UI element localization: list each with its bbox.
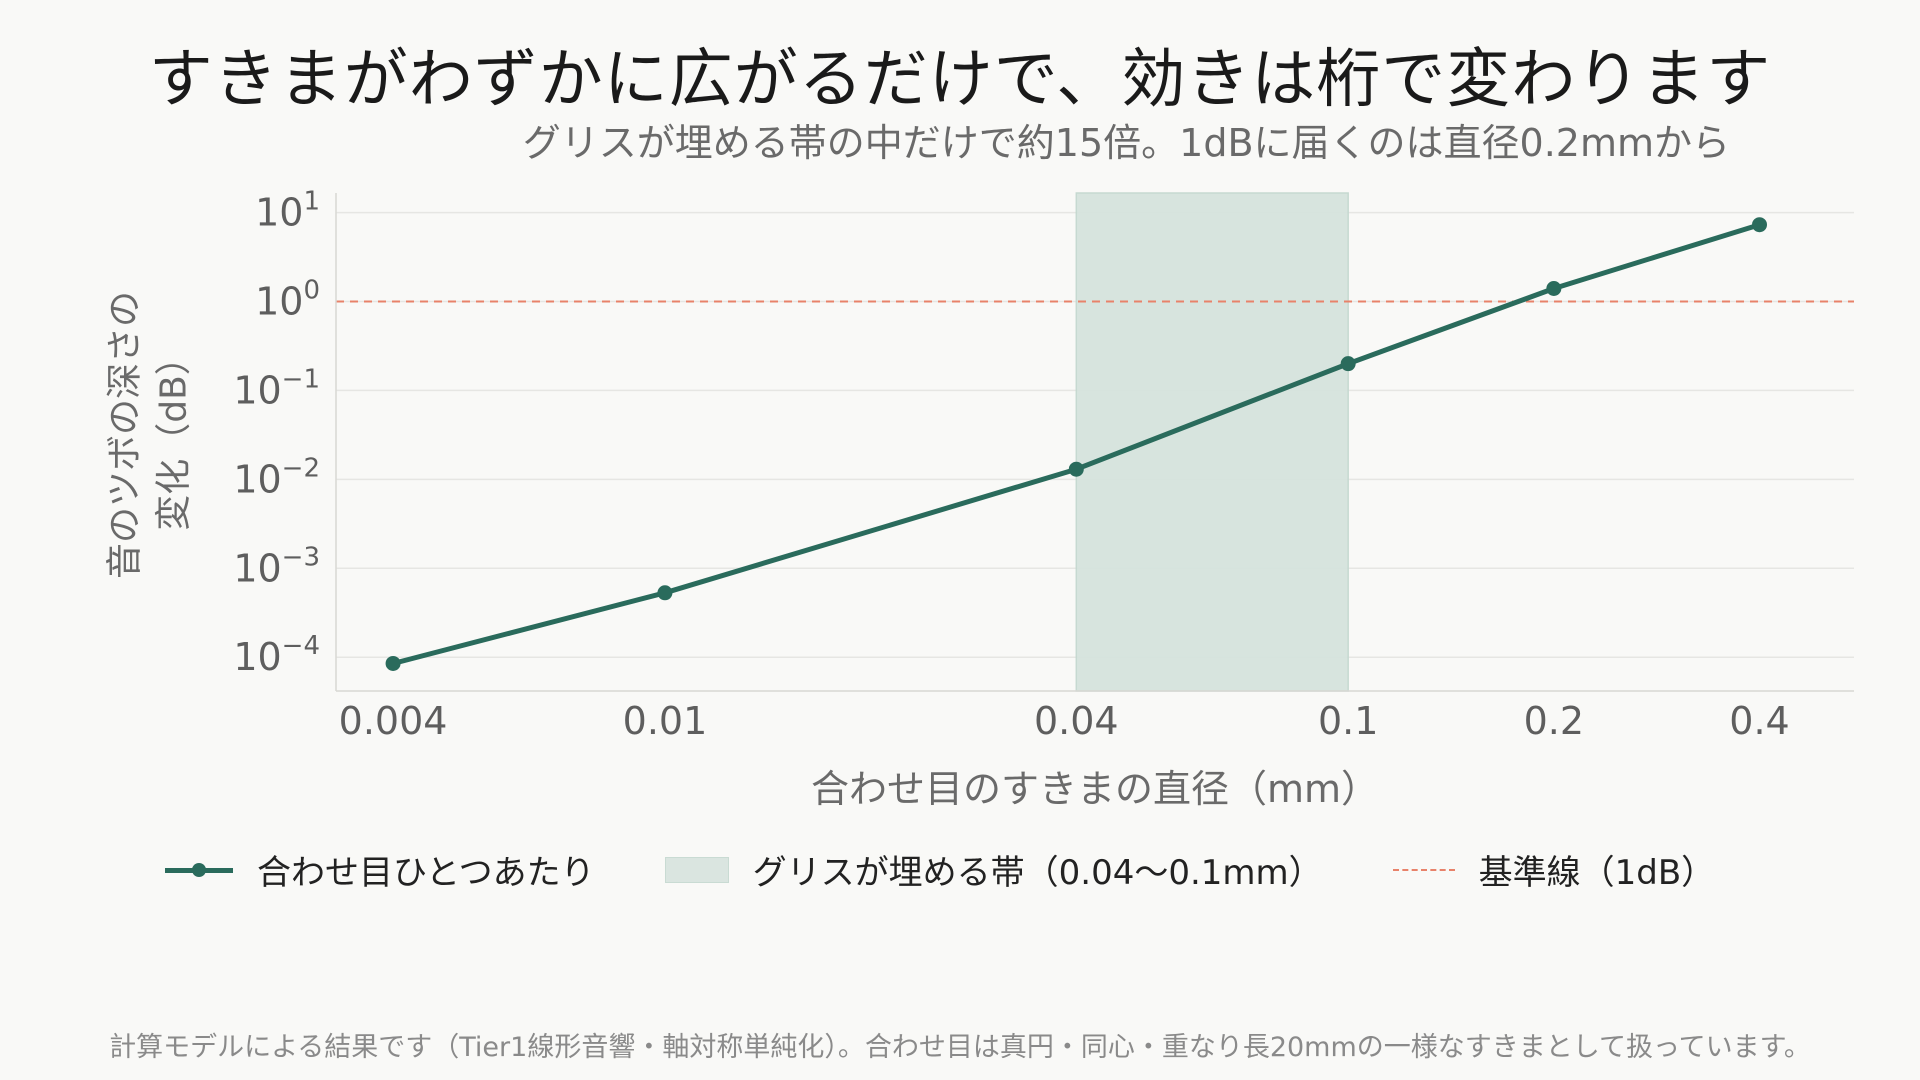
x-tick-label: 0.1 [1318,699,1378,743]
y-tick-label: 101 [255,187,320,235]
legend-item-series: 合わせ目ひとつあたり [165,845,595,894]
grease-band-rect [1075,192,1349,692]
x-tick-label: 0.04 [1034,699,1119,743]
data-point [1340,356,1356,372]
legend-dashed-swatch [1392,868,1455,871]
x-tick-label: 0.01 [623,699,708,743]
data-point [1546,280,1562,296]
chart-title: すきまがわずかに広がるだけで、効きは桁で変わります [148,43,1772,117]
y-tick-labels: 101 100 10−1 10−2 10−3 10−4 [233,187,320,680]
legend-line-marker-swatch [165,850,233,890]
y-axis-label-line-2: 変化（dB） [153,339,194,531]
x-tick-label: 0.4 [1729,699,1789,743]
footnote: 計算モデルによる結果です（Tier1線形音響・軸対称単純化）。合わせ目は真円・同… [109,1032,1811,1063]
y-tick-label: 10−1 [233,364,320,412]
x-tick-labels: 0.004 0.01 0.04 0.1 0.2 0.4 [339,699,1790,743]
y-axis-label-line-1: 音のツボの深さの [104,290,146,580]
y-tick-label: 10−3 [233,542,320,590]
legend-band-swatch [664,856,729,883]
data-point [657,585,673,601]
data-point [1068,461,1084,477]
series-lines [385,217,1768,671]
legend-item-band: グリスが埋める帯（0.04〜0.1mm） [664,845,1323,894]
x-axis-label: 合わせ目のすきまの直径（mm） [810,767,1380,811]
legend-band-label: グリスが埋める帯（0.04〜0.1mm） [752,853,1323,893]
grease-band [1075,192,1349,692]
series-line [390,222,1763,666]
axes [335,193,1854,692]
x-tick-label: 0.004 [339,699,448,743]
legend-series-label: 合わせ目ひとつあたり [257,853,595,893]
chart-subtitle: グリスが埋める帯の中だけで約15倍。1dBに届くのは直径0.2mmから [522,121,1730,165]
y-tick-label: 100 [255,275,320,323]
y-axis-label-container: 音のツボの深さの 変化（dB） [95,245,205,625]
y-axis-label: 音のツボの深さの 変化（dB） [101,291,198,579]
data-point [1752,217,1768,233]
data-point [385,655,401,671]
legend: 合わせ目ひとつあたり グリスが埋める帯（0.04〜0.1mm） 基準線（1dB） [165,845,1785,894]
y-tick-label: 10−4 [233,631,320,679]
legend-item-reference: 基準線（1dB） [1392,845,1716,894]
legend-reference-label: 基準線（1dB） [1478,853,1716,893]
x-tick-label: 0.2 [1524,699,1584,743]
y-tick-label: 10−2 [233,453,320,501]
